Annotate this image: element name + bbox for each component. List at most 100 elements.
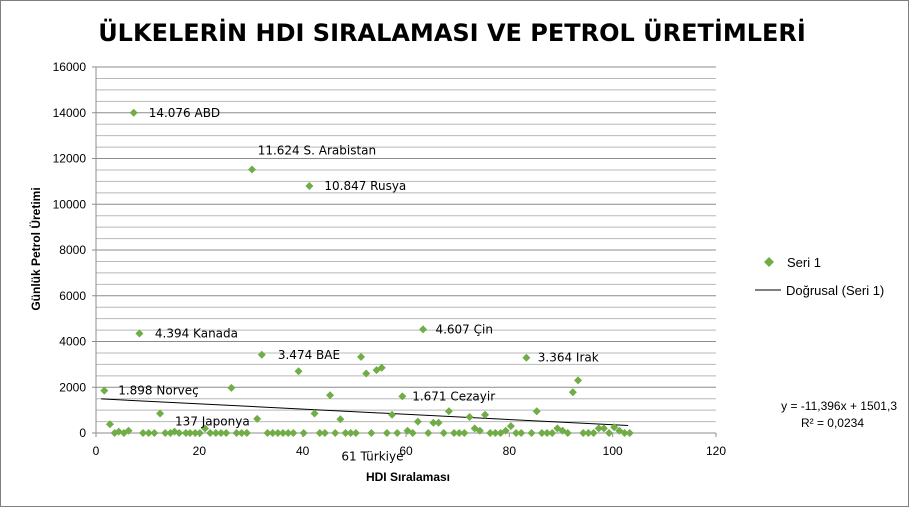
data-point [465, 412, 474, 421]
data-point [124, 426, 133, 435]
data-point [393, 429, 402, 437]
data-point [579, 429, 588, 437]
data-point [351, 429, 360, 437]
data-point [532, 407, 541, 416]
data-point [139, 429, 148, 437]
data-point [100, 386, 109, 395]
data-point [268, 429, 277, 437]
data-point [486, 429, 495, 437]
data-point [563, 429, 572, 437]
data-point [408, 429, 417, 437]
y-tick-label: 8000 [59, 243, 86, 257]
data-point [346, 429, 355, 437]
data-point [206, 429, 215, 437]
data-point [217, 429, 226, 437]
data-label: 137 Japonya [175, 415, 250, 429]
data-point [237, 429, 246, 437]
data-point [222, 429, 231, 437]
data-point [517, 429, 526, 437]
data-point [625, 429, 634, 437]
x-tick-label: 80 [503, 444, 517, 458]
legend-marker-seri-1 [764, 257, 774, 267]
y-tick-label: 0 [79, 426, 86, 440]
data-point [460, 429, 469, 437]
data-point [377, 363, 386, 372]
trendline-equation: y = -11,396x + 1501,3 [781, 399, 897, 413]
data-point [175, 429, 184, 437]
data-point [310, 409, 319, 418]
data-point [315, 429, 324, 437]
data-point [305, 181, 314, 190]
data-point [413, 417, 422, 426]
data-point [434, 418, 443, 427]
data-label: 10.847 Rusya [324, 179, 406, 193]
data-labels: 14.076 ABD 11.624 S. Arabistan 10.847 Rusy… [118, 106, 599, 464]
data-point [150, 429, 159, 437]
data-point [594, 424, 603, 433]
data-point [367, 429, 376, 437]
data-point [512, 429, 521, 437]
data-point [320, 429, 329, 437]
data-point [294, 367, 303, 376]
x-tick-label: 60 [399, 444, 413, 458]
data-point [388, 410, 397, 419]
data-point [424, 429, 433, 437]
data-label: 1.898 Norveç [118, 384, 199, 398]
data-point [548, 429, 557, 437]
data-point [398, 392, 407, 401]
data-point [481, 410, 490, 419]
y-axis-title: Günlük Petrol Üretimi [28, 187, 43, 310]
data-point [253, 414, 262, 423]
data-point [211, 429, 220, 437]
data-point [419, 325, 428, 334]
data-point [450, 429, 459, 437]
data-point [227, 383, 236, 392]
data-point [543, 429, 552, 437]
trendline-r-squared: R² = 0,0234 [801, 416, 864, 430]
data-point [341, 429, 350, 437]
data-point [186, 429, 195, 437]
data-point [299, 429, 308, 437]
data-point [605, 429, 614, 437]
trendline-group [101, 398, 629, 427]
data-point [362, 369, 371, 378]
x-axis-title: HDI Sıralaması [366, 470, 450, 484]
data-point [279, 429, 288, 437]
data-point [326, 391, 335, 400]
data-point [589, 429, 598, 437]
data-point [161, 429, 170, 437]
data-label: 4.394 Kanada [155, 326, 238, 340]
data-point [273, 429, 282, 437]
data-label: 61 Türkiye [341, 450, 403, 464]
x-tick-label: 120 [706, 444, 726, 458]
data-point [620, 429, 629, 437]
x-tick-label: 40 [296, 444, 310, 458]
linear-trendline [101, 398, 629, 427]
data-label: 14.076 ABD [149, 106, 220, 120]
data-point [195, 429, 204, 437]
data-point [336, 415, 345, 424]
data-point [574, 376, 583, 385]
data-point [584, 429, 593, 437]
data-point [105, 420, 114, 429]
legend: Seri 1 Doğrusal (Seri 1) [755, 255, 884, 298]
data-point [144, 429, 153, 437]
x-tick-label: 0 [93, 444, 100, 458]
data-point [537, 429, 546, 437]
data-point [527, 429, 536, 437]
data-point [232, 429, 241, 437]
data-point [610, 423, 619, 432]
data-point [156, 409, 165, 418]
data-point [257, 350, 266, 359]
data-point [289, 429, 298, 437]
data-point [284, 429, 293, 437]
x-tick-label: 20 [193, 444, 207, 458]
data-point [501, 426, 510, 435]
data-point [522, 353, 531, 362]
y-tick-label: 2000 [59, 380, 86, 394]
data-point [248, 165, 257, 174]
data-label: 3.474 BAE [278, 348, 340, 362]
data-point [181, 429, 190, 437]
y-tick-label: 4000 [59, 335, 86, 349]
